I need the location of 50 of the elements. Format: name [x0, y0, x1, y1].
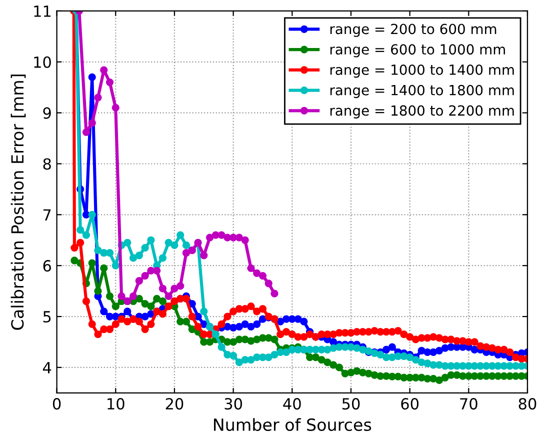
point — [235, 234, 244, 242]
point — [158, 284, 167, 292]
legend-label: range = 200 to 600 mm — [330, 24, 496, 37]
point — [264, 280, 272, 288]
x-tick-label: 20 — [166, 398, 184, 410]
point — [164, 292, 172, 300]
y-tick-label: 7 — [43, 209, 51, 220]
point — [182, 249, 190, 257]
y-tick-label: 4 — [42, 362, 52, 374]
y-tick-label: 5 — [43, 311, 51, 323]
y-tick-label: 11 — [34, 6, 51, 17]
y-tick-label: 8 — [43, 158, 51, 170]
point — [112, 104, 120, 112]
point — [141, 272, 149, 280]
point — [153, 266, 161, 275]
point — [106, 78, 114, 86]
y-tick-label: 9 — [43, 107, 51, 119]
x-tick-label: 60 — [401, 398, 419, 410]
point — [218, 231, 226, 239]
x-tick-label: 30 — [224, 398, 242, 410]
point — [176, 282, 184, 290]
point — [247, 264, 255, 272]
point — [170, 284, 178, 292]
x-axis-title: Number of Sources — [214, 418, 372, 432]
x-tick-label: 10 — [108, 398, 124, 410]
x-tick-label: 40 — [283, 398, 301, 410]
point — [129, 292, 138, 300]
legend-label: range = 1800 to 2200 mm — [330, 105, 514, 118]
y-axis-title: Calibration Position Error [mm] — [10, 74, 26, 330]
point — [206, 234, 214, 242]
point — [241, 236, 249, 244]
point — [200, 252, 208, 260]
x-tick-label: 80 — [518, 398, 536, 410]
legend-label: range = 1000 to 1400 mm — [330, 64, 514, 78]
point — [135, 277, 143, 285]
point — [258, 272, 267, 280]
x-tick-label: 0 — [52, 398, 61, 410]
legend-label: range = 1400 to 1800 mm — [330, 84, 514, 98]
point — [270, 290, 278, 298]
point — [100, 66, 108, 74]
point — [118, 292, 126, 300]
point — [88, 119, 96, 127]
x-tick-label: 50 — [342, 398, 360, 410]
point — [94, 94, 102, 102]
point — [82, 128, 90, 136]
y-tick-label: 10 — [34, 56, 51, 68]
x-tick-label: 70 — [460, 398, 478, 410]
legend-label: range = 600 to 1000 mm — [330, 44, 505, 58]
y-tick-label: 6 — [43, 260, 51, 272]
point — [253, 269, 261, 278]
